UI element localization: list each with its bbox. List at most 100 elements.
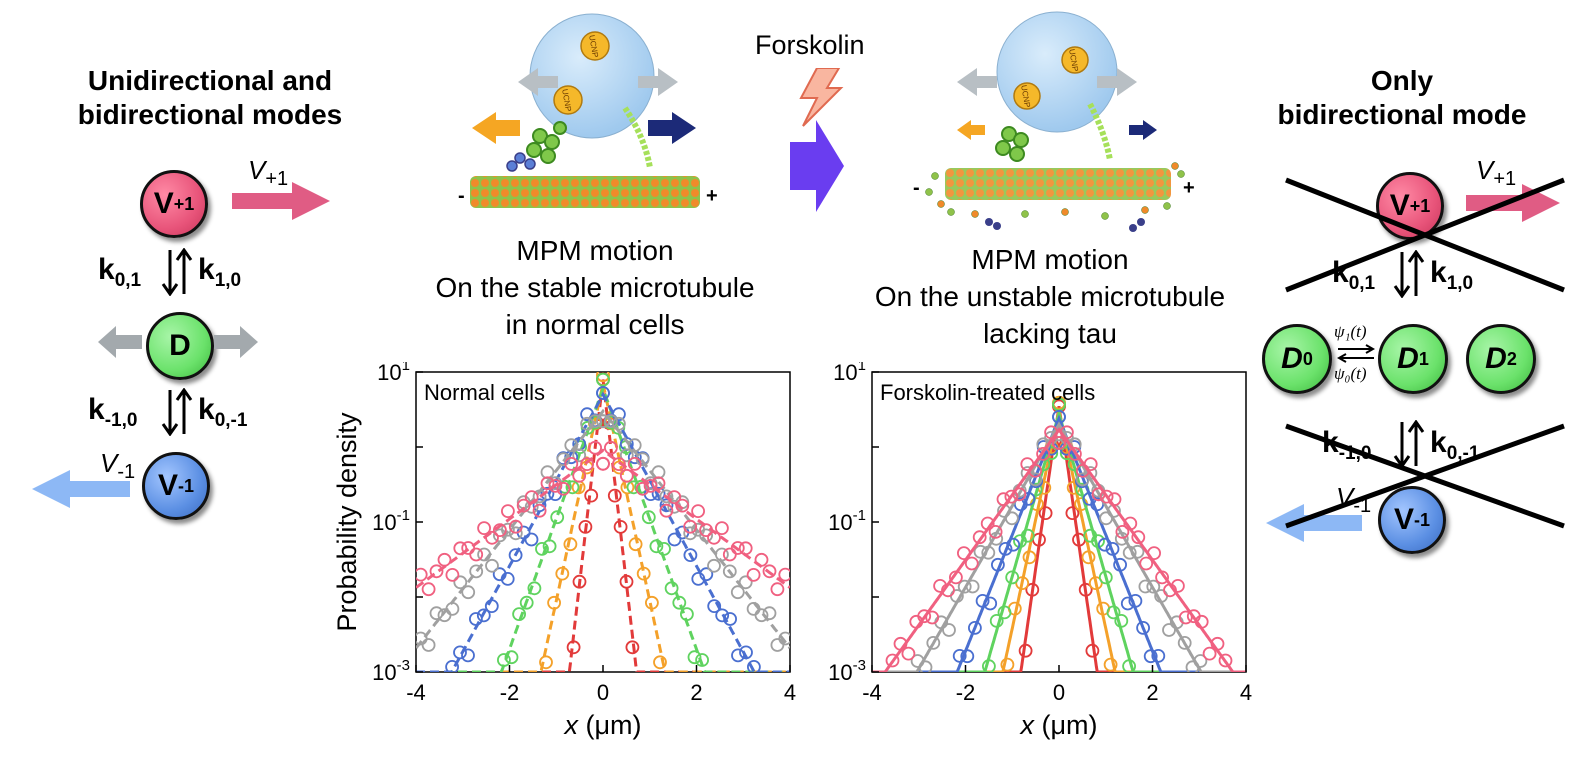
data-point xyxy=(500,571,515,586)
gray-arrow-right-1 xyxy=(638,68,678,96)
velocity-minus-arrow xyxy=(32,470,130,508)
data-point xyxy=(1088,576,1103,591)
state-d-label: D xyxy=(169,329,191,362)
rate-k-10-sub: -1,0 xyxy=(104,410,138,431)
data-point xyxy=(524,490,539,505)
data-point xyxy=(1081,550,1096,565)
right-rate-k10-sub: 1,0 xyxy=(1446,273,1474,294)
data-point xyxy=(550,510,565,525)
data-point xyxy=(1067,447,1082,461)
data-point xyxy=(699,523,714,538)
chart-title: Forskolin-treated cells xyxy=(880,380,1095,405)
data-point xyxy=(596,386,610,400)
data-point xyxy=(527,581,542,596)
data-point xyxy=(1123,516,1138,531)
data-point xyxy=(555,566,570,581)
data-point xyxy=(1038,506,1053,521)
y-tick-label: 10-3 xyxy=(372,657,410,685)
data-point xyxy=(1022,550,1037,565)
caption-stable-line3: in normal cells xyxy=(505,309,685,340)
microtubule-minus-end: - xyxy=(458,185,465,207)
data-point xyxy=(952,648,967,663)
data-point xyxy=(730,541,745,555)
gray-arrow-left-1 xyxy=(518,68,558,96)
x-tick-label: 4 xyxy=(1240,680,1252,705)
data-point xyxy=(683,548,698,563)
fit-curve-3 xyxy=(872,407,1246,672)
data-point xyxy=(1120,596,1135,611)
data-point xyxy=(762,564,777,579)
data-point xyxy=(588,440,603,455)
fit-curve-6 xyxy=(872,427,1246,672)
data-point xyxy=(492,567,507,582)
ucnp-label-4: UCNP xyxy=(1019,84,1032,108)
data-point xyxy=(1020,466,1035,480)
data-point xyxy=(564,438,579,453)
data-point xyxy=(565,480,580,495)
data-point xyxy=(707,558,721,573)
plot-area xyxy=(872,395,1246,672)
right-state-v-plus1-sub: +1 xyxy=(1409,195,1431,216)
data-point xyxy=(657,541,671,556)
right-rate-k01-sub: 0,1 xyxy=(1348,273,1376,294)
data-point xyxy=(659,498,674,513)
illustration-stable-microtubule: UCNP UCNP - + xyxy=(458,13,718,208)
data-point xyxy=(619,574,634,589)
data-point xyxy=(1193,654,1208,668)
data-point xyxy=(1162,623,1176,637)
state-d0-sub: 0 xyxy=(1302,348,1313,369)
velocity-minus-label: V-1 xyxy=(100,448,135,484)
ucnp-label-2: UCNP xyxy=(560,88,573,112)
data-point xyxy=(542,539,557,554)
y-tick-label: 101 xyxy=(833,362,866,385)
data-point xyxy=(496,653,511,667)
data-point xyxy=(699,528,714,543)
left-title: Unidirectional and bidirectional modes xyxy=(40,64,380,132)
data-point xyxy=(508,526,523,541)
data-point xyxy=(683,519,698,534)
data-point xyxy=(1202,646,1217,661)
microtubule-body xyxy=(470,176,700,208)
state-d2-sub: 2 xyxy=(1506,348,1517,369)
data-point xyxy=(596,414,610,429)
data-point xyxy=(1155,570,1170,585)
data-point xyxy=(1163,583,1177,598)
data-point xyxy=(485,558,499,573)
data-point xyxy=(942,623,956,637)
data-point xyxy=(547,595,562,610)
data-point xyxy=(1004,511,1019,526)
data-point xyxy=(909,614,924,629)
fit-curve-3 xyxy=(416,384,790,672)
dynein-motor xyxy=(506,152,536,172)
data-point xyxy=(722,564,737,579)
right-state-v-plus1-label: V xyxy=(1389,189,1410,222)
data-point xyxy=(643,479,658,493)
data-point xyxy=(989,613,1004,628)
data-point xyxy=(754,552,769,567)
data-point xyxy=(980,516,995,531)
ucnp-label-1: UCNP xyxy=(587,34,600,58)
data-point xyxy=(989,531,1004,546)
right-velocity-plus-sub: +1 xyxy=(1493,168,1517,191)
data-point xyxy=(1020,457,1035,471)
data-point xyxy=(429,606,444,621)
data-point xyxy=(1105,541,1120,556)
data-point xyxy=(566,640,581,655)
data-point xyxy=(1194,614,1209,629)
data-point xyxy=(619,448,634,463)
data-point xyxy=(607,488,622,503)
data-point xyxy=(1012,487,1027,502)
exchange-arrows-top xyxy=(161,248,193,296)
x-tick-label: -4 xyxy=(862,680,882,705)
velocity-plus-label: V+1 xyxy=(248,155,288,191)
data-point xyxy=(714,547,729,562)
microtubule-plus-end-2: + xyxy=(1183,177,1195,199)
data-point xyxy=(901,646,916,661)
data-point xyxy=(548,479,563,493)
ucnp-particle-2 xyxy=(553,85,583,115)
data-point xyxy=(1091,487,1106,502)
navy-arrow xyxy=(648,112,696,144)
data-point xyxy=(672,595,687,610)
data-point xyxy=(754,608,769,623)
